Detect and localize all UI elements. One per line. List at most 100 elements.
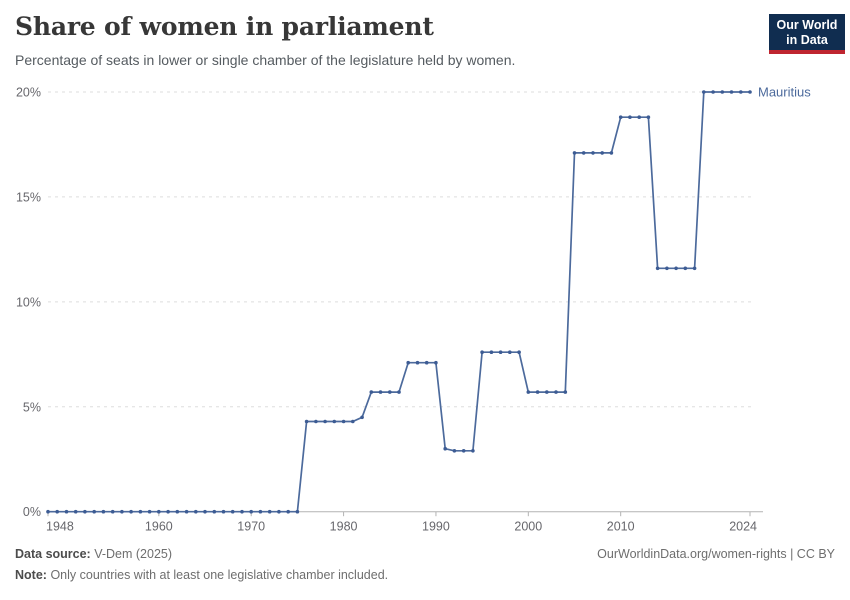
data-point[interactable] xyxy=(295,509,300,514)
data-point[interactable] xyxy=(157,509,161,514)
data-point[interactable] xyxy=(628,115,632,119)
data-point[interactable] xyxy=(581,151,586,155)
owid-logo-line1: Our World xyxy=(776,18,838,32)
data-point[interactable] xyxy=(240,509,244,514)
data-point[interactable] xyxy=(369,390,374,394)
data-point[interactable] xyxy=(175,509,180,514)
data-source-value: V-Dem (2025) xyxy=(94,547,173,561)
data-point[interactable] xyxy=(129,509,133,514)
series-label[interactable]: Mauritius xyxy=(758,85,811,100)
data-point[interactable] xyxy=(739,90,743,94)
data-point[interactable] xyxy=(388,390,392,394)
data-point[interactable] xyxy=(665,266,669,271)
page-title: Share of women in parliament xyxy=(15,12,434,41)
data-point[interactable] xyxy=(397,390,401,394)
data-point[interactable] xyxy=(286,509,291,514)
data-point[interactable] xyxy=(637,115,641,119)
data-point[interactable] xyxy=(138,509,143,514)
chart-subtitle: Percentage of seats in lower or single c… xyxy=(15,52,516,68)
data-point[interactable] xyxy=(443,446,448,451)
data-point[interactable] xyxy=(452,449,457,453)
y-tick-label: 10% xyxy=(16,295,41,309)
data-point[interactable] xyxy=(230,509,235,514)
data-point[interactable] xyxy=(618,115,623,119)
data-point[interactable] xyxy=(406,360,411,365)
data-point[interactable] xyxy=(591,151,595,155)
data-point[interactable] xyxy=(572,151,577,155)
data-point[interactable] xyxy=(563,390,568,394)
data-point[interactable] xyxy=(471,449,475,453)
data-point[interactable] xyxy=(360,415,364,420)
data-point[interactable] xyxy=(434,360,438,365)
data-point[interactable] xyxy=(258,509,263,514)
note-line: Note: Only countries with at least one l… xyxy=(15,568,388,582)
data-point[interactable] xyxy=(314,419,318,424)
data-point[interactable] xyxy=(73,509,78,514)
data-point[interactable] xyxy=(212,509,217,514)
data-point[interactable] xyxy=(120,509,124,514)
x-tick-label: 1960 xyxy=(145,520,173,534)
owid-logo-line2: in Data xyxy=(786,32,828,47)
owid-link[interactable]: OurWorldinData.org/women-rights | CC BY xyxy=(597,547,835,561)
data-point[interactable] xyxy=(351,419,355,424)
data-point[interactable] xyxy=(711,90,715,94)
data-point[interactable] xyxy=(378,390,383,394)
data-point[interactable] xyxy=(674,266,678,271)
data-point[interactable] xyxy=(692,266,697,271)
data-point[interactable] xyxy=(249,509,253,514)
data-source-line: Data source: V-Dem (2025) xyxy=(15,547,172,561)
data-point[interactable] xyxy=(267,509,272,514)
data-point[interactable] xyxy=(461,449,466,453)
data-point[interactable] xyxy=(332,419,337,424)
x-tick-label: 1948 xyxy=(46,520,74,534)
owid-logo[interactable]: Our World in Data xyxy=(769,14,845,54)
data-point[interactable] xyxy=(147,509,152,514)
data-point[interactable] xyxy=(184,509,189,514)
data-point[interactable] xyxy=(55,509,59,514)
data-point[interactable] xyxy=(101,509,106,514)
data-point[interactable] xyxy=(748,90,752,94)
data-point[interactable] xyxy=(166,509,170,514)
data-point[interactable] xyxy=(46,509,50,514)
y-tick-label: 0% xyxy=(23,505,41,519)
data-point[interactable] xyxy=(517,350,521,355)
data-point[interactable] xyxy=(720,90,725,94)
data-point[interactable] xyxy=(702,90,706,94)
data-point[interactable] xyxy=(341,419,346,424)
data-point[interactable] xyxy=(194,509,198,514)
data-point[interactable] xyxy=(508,350,512,355)
data-point[interactable] xyxy=(221,509,226,514)
data-point[interactable] xyxy=(323,419,327,424)
data-point[interactable] xyxy=(489,350,494,355)
data-point[interactable] xyxy=(83,509,87,514)
y-tick-label: 15% xyxy=(16,190,41,204)
x-tick-label: 2010 xyxy=(607,520,635,534)
data-point[interactable] xyxy=(554,390,558,394)
data-point[interactable] xyxy=(729,90,734,94)
x-tick-label: 1970 xyxy=(237,520,265,534)
y-tick-label: 20% xyxy=(16,86,41,100)
x-tick-label: 1980 xyxy=(330,520,358,534)
data-point[interactable] xyxy=(277,509,281,514)
data-point[interactable] xyxy=(526,390,531,394)
data-point[interactable] xyxy=(480,350,484,355)
data-point[interactable] xyxy=(92,509,96,514)
data-source-label: Data source: xyxy=(15,547,91,561)
data-point[interactable] xyxy=(655,266,660,271)
data-point[interactable] xyxy=(110,509,115,514)
y-tick-label: 5% xyxy=(23,400,41,414)
data-point[interactable] xyxy=(64,509,69,514)
data-point[interactable] xyxy=(535,390,540,394)
data-point[interactable] xyxy=(600,151,604,155)
data-point[interactable] xyxy=(424,360,429,365)
x-tick-label: 1990 xyxy=(422,520,450,534)
data-point[interactable] xyxy=(646,115,651,119)
data-point[interactable] xyxy=(304,419,309,424)
data-point[interactable] xyxy=(415,360,420,365)
data-point[interactable] xyxy=(203,509,207,514)
data-point[interactable] xyxy=(683,266,688,271)
data-point[interactable] xyxy=(545,390,549,394)
data-point[interactable] xyxy=(498,350,503,355)
data-point[interactable] xyxy=(609,151,614,155)
